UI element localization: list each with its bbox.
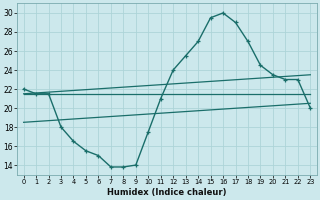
X-axis label: Humidex (Indice chaleur): Humidex (Indice chaleur) — [107, 188, 227, 197]
